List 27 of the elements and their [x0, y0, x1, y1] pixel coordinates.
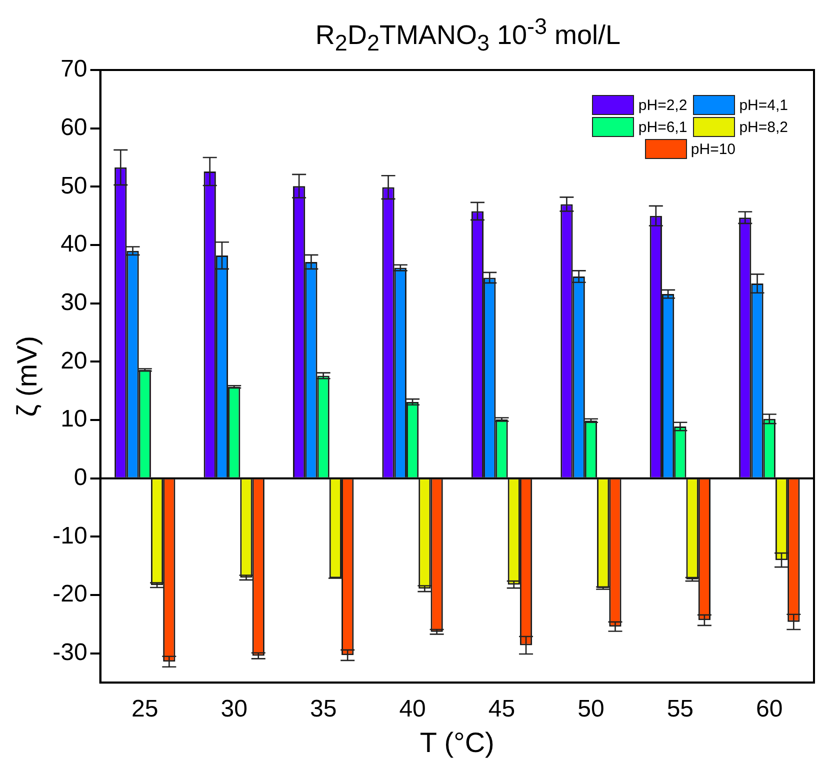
x-tick-label: 55	[666, 696, 694, 723]
y-axis-title: ζ (mV)	[12, 336, 43, 417]
y-tick-label: 70	[60, 56, 88, 83]
x-tick-label: 30	[220, 696, 248, 723]
legend-label: pH=4,1	[739, 96, 788, 114]
legend-label: pH=2,2	[638, 96, 688, 114]
x-axis-title: T (°C)	[420, 726, 494, 758]
legend-label: pH=8,2	[739, 118, 788, 136]
y-tick-label: 30	[60, 288, 88, 316]
x-tick-label: 40	[399, 696, 426, 723]
y-tick-label: 50	[60, 172, 88, 200]
x-tick-label: 60	[756, 696, 783, 723]
chart-title: R$_{2}$D$_{2}$TMANO$_{3}$ 10$^{-3}$ mol/L	[315, 14, 621, 56]
legend-label: pH=6,1	[638, 118, 688, 136]
x-tick-label: 50	[578, 696, 604, 723]
y-tick-label: -30	[52, 639, 88, 666]
y-tick-label: 10	[60, 406, 88, 433]
y-tick-label: 40	[60, 230, 88, 258]
y-tick-label: -20	[52, 580, 88, 608]
x-tick-label: 35	[310, 696, 337, 723]
y-tick-label: -10	[52, 522, 88, 550]
y-tick-label: 20	[60, 347, 88, 374]
x-tick-label: 25	[132, 696, 158, 723]
legend-label: pH=10	[690, 140, 736, 158]
y-tick-label: 60	[60, 114, 88, 141]
y-tick-label: 0	[74, 464, 88, 492]
x-tick-label: 45	[488, 696, 516, 723]
